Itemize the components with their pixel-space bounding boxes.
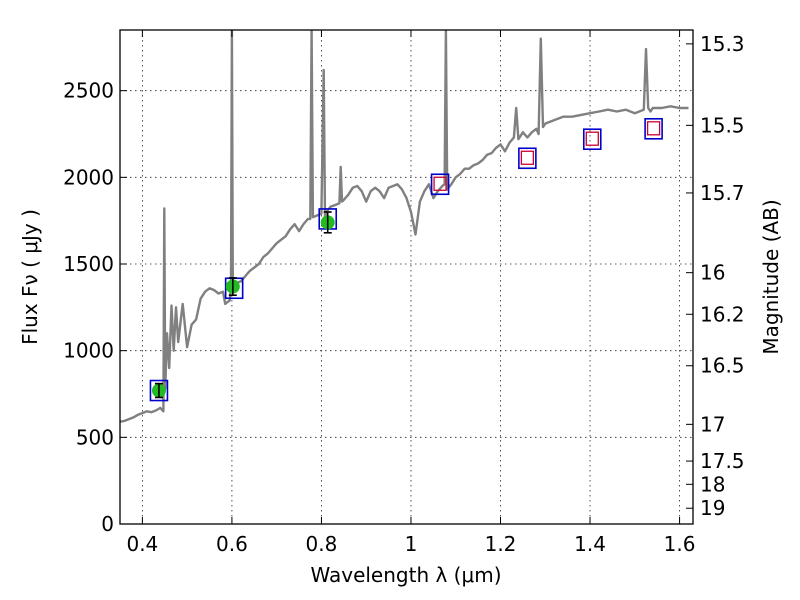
x-tick-label: 1.6	[664, 532, 696, 556]
y-tick-label: 2500	[63, 79, 114, 103]
grid	[120, 30, 693, 524]
right-tick-label: 16.2	[700, 302, 745, 326]
x-tick-label: 1.4	[574, 532, 606, 556]
right-tick-label: 15.7	[700, 181, 745, 205]
x-axis-title: Wavelength λ (μm)	[310, 563, 501, 587]
x-tick-label: 0.4	[126, 532, 158, 556]
right-tick-label: 17.5	[700, 449, 745, 473]
model-photometry-box	[518, 147, 537, 170]
observed-photometry-box	[585, 131, 599, 146]
right-axis-title: Magnitude (AB)	[759, 199, 783, 354]
y-tick-label: 2000	[63, 165, 114, 189]
observed-photometry-box	[433, 176, 447, 191]
axis-ticks: 0.4 0.6 0.8 1 1.2 1.4 1.6 0 500 1000 1500 2000 2500 1…	[63, 30, 745, 556]
x-tick-label: 1.2	[485, 532, 517, 556]
model-photometry-box	[149, 379, 169, 402]
right-tick-label: 19	[700, 496, 725, 520]
model-photometry-box	[430, 173, 450, 196]
right-tick-label: 18	[700, 472, 725, 496]
y-tick-label: 500	[76, 425, 114, 449]
model-photometry-box	[644, 118, 663, 140]
y-tick-label: 0	[101, 512, 114, 536]
y-tick-label: 1500	[63, 252, 114, 276]
model-photometry-box	[582, 128, 602, 150]
plot-frame	[119, 29, 694, 525]
right-tick-label: 15.3	[700, 32, 745, 56]
right-tick-label: 16	[700, 261, 725, 285]
observed-photometry-box	[646, 121, 661, 136]
x-tick-label: 0.6	[216, 532, 248, 556]
right-tick-label: 16.5	[700, 354, 745, 378]
y-tick-label: 1000	[63, 339, 114, 363]
right-tick-label: 17	[700, 412, 725, 436]
x-tick-label: 0.8	[306, 532, 338, 556]
observed-photometry-box	[520, 150, 535, 165]
right-tick-label: 15.5	[700, 113, 745, 137]
x-tick-label: 1	[405, 532, 418, 556]
spectrum-line	[120, 30, 689, 423]
y-axis-title: Flux Fν ( μJy )	[18, 209, 42, 345]
photometry-markers	[149, 118, 663, 402]
